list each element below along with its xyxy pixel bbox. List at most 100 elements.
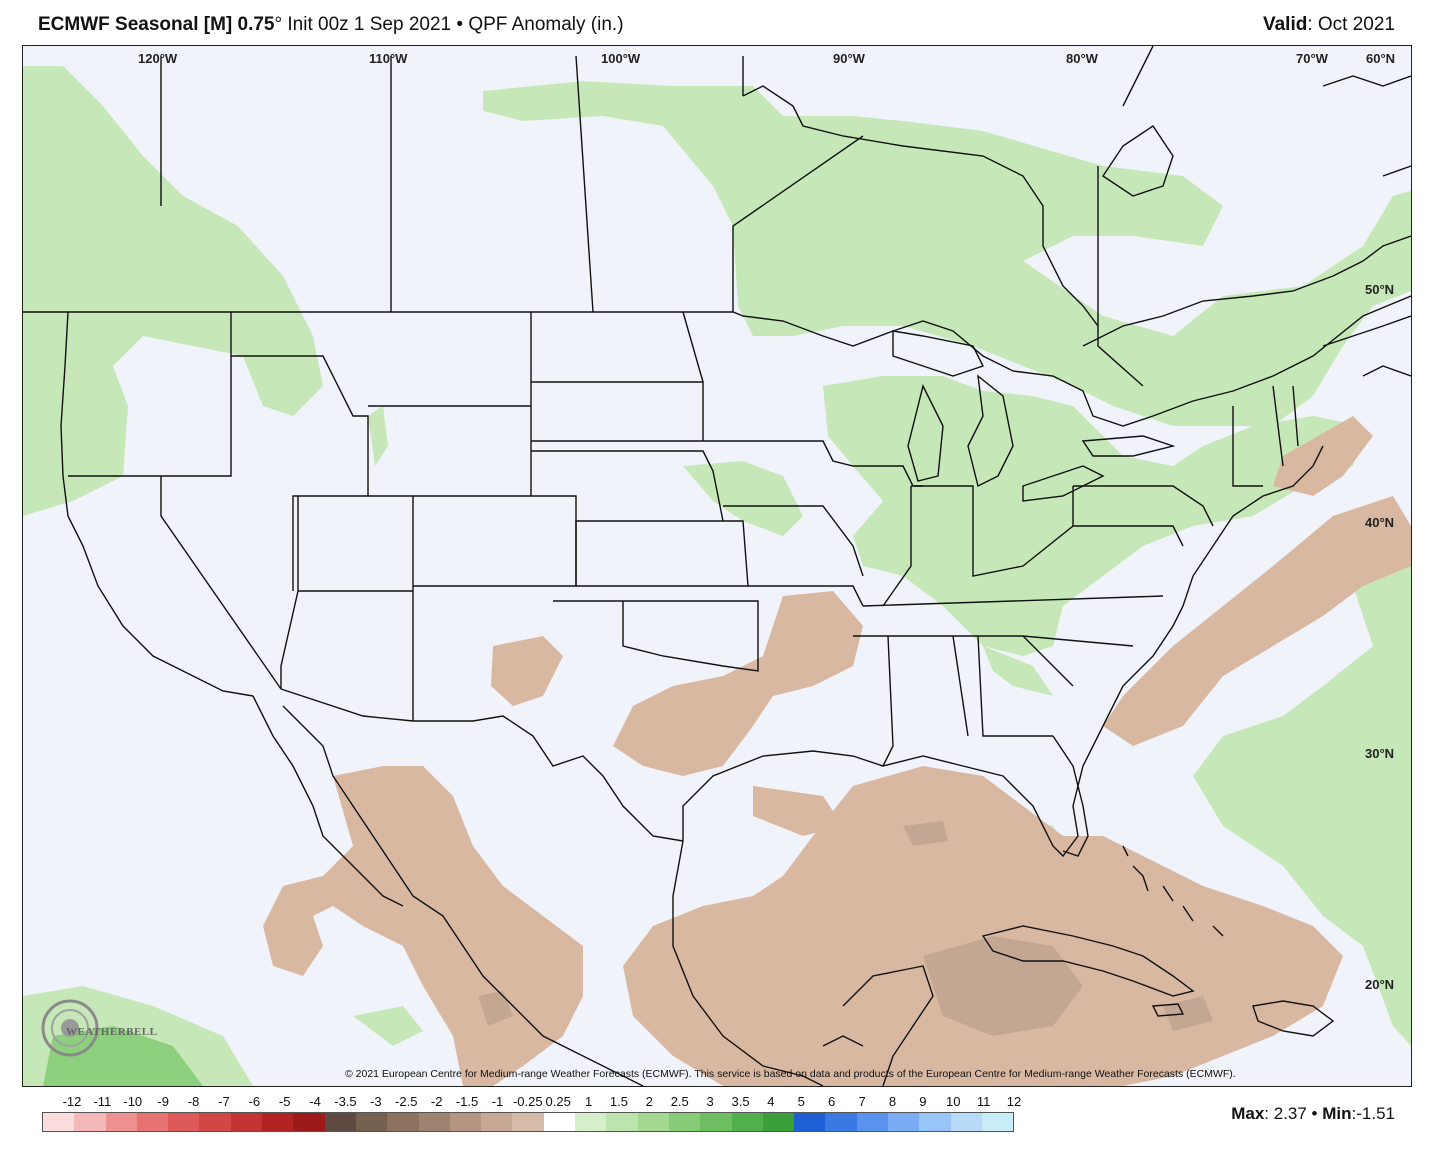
legend-tick-label: 9 <box>919 1094 927 1109</box>
hudson-bay-coast <box>742 85 1099 327</box>
lon-label: 70°W <box>1296 51 1329 66</box>
lat-labels: 50°N 40°N 30°N 20°N <box>1365 282 1394 992</box>
canada-province-lines <box>160 55 1144 387</box>
map-title: ECMWF Seasonal [M] 0.75° Init 00z 1 Sep … <box>38 14 624 36</box>
legend-tick-label: 3.5 <box>731 1094 750 1109</box>
legend-swatch <box>74 1113 106 1131</box>
legend-tick-label: 10 <box>945 1094 961 1109</box>
wet-region-plains <box>683 461 803 536</box>
lon-labels: 120°W 110°W 100°W 90°W 80°W 70°W 60°N <box>138 51 1395 66</box>
legend-swatch <box>418 1113 450 1131</box>
legend-swatch <box>700 1113 732 1131</box>
lat-label: 50°N <box>1365 282 1394 297</box>
us-mexico-border <box>280 688 684 842</box>
legend-swatch <box>919 1113 951 1131</box>
legend-swatch <box>512 1113 544 1131</box>
legend-tick-label: 12 <box>1006 1094 1022 1109</box>
legend-tick-label: 5 <box>797 1094 805 1109</box>
dry-region-new-mexico <box>491 636 563 706</box>
legend-tick-label: -0.25 <box>512 1094 543 1109</box>
legend-tick-label: 1.5 <box>609 1094 628 1109</box>
logo-text: WEATHERBELL <box>66 1026 158 1038</box>
us-west-coast <box>60 311 254 697</box>
lon-label: 80°W <box>1066 51 1099 66</box>
hispaniola <box>1252 1000 1335 1037</box>
florida <box>1052 735 1089 857</box>
title-details: ° Init 00z 1 Sep 2021 • QPF Anomaly (in.… <box>274 14 624 35</box>
header: ECMWF Seasonal [M] 0.75° Init 00z 1 Sep … <box>0 0 1440 50</box>
legend-swatch <box>449 1113 482 1131</box>
jamaica <box>1151 1003 1185 1017</box>
legend-tick-label: -1 <box>491 1094 504 1109</box>
dry-region-new-england <box>1273 416 1373 496</box>
legend-tick-label: 6 <box>828 1094 836 1109</box>
legend-tick-label: -3.5 <box>334 1094 357 1109</box>
dry-region-atlantic-band <box>1103 496 1411 746</box>
legend-tick-label: -4 <box>309 1094 321 1109</box>
canada-northeast-coast <box>1082 46 1411 377</box>
legend-swatch <box>43 1113 75 1131</box>
wet-region-canada-north <box>483 81 1411 426</box>
valid-period: Valid: Oct 2021 <box>1263 14 1395 36</box>
valid-label: Valid <box>1262 14 1308 35</box>
weatherbell-logo: WEATHERBELL <box>40 998 170 1068</box>
lon-label: 120°W <box>138 51 178 66</box>
legend-tick-label: 4 <box>767 1094 775 1109</box>
legend-swatch <box>481 1113 513 1131</box>
legend-tick-label: -10 <box>123 1094 143 1109</box>
legend-tick-label: -12 <box>62 1094 82 1109</box>
dry-region-gulf-north <box>753 786 843 836</box>
legend-swatch <box>293 1113 325 1131</box>
legend-tick-label: -5 <box>278 1094 291 1109</box>
legend-tick-label: -9 <box>157 1094 169 1109</box>
us-state-lines-east <box>853 385 1299 767</box>
dry-region-strong-gulf <box>903 821 948 846</box>
legend-swatch <box>230 1113 263 1131</box>
legend-swatch <box>136 1113 169 1131</box>
title-model: ECMWF Seasonal [M] 0.75 <box>38 14 275 35</box>
legend-swatch <box>575 1113 607 1131</box>
min-value: :-1.51 <box>1351 1104 1395 1123</box>
dry-region-strong-mexico <box>478 991 513 1026</box>
legend-tick-label: -7 <box>218 1094 230 1109</box>
legend-swatch <box>262 1113 294 1131</box>
legend-tick-label: -3 <box>370 1094 382 1109</box>
legend-swatch <box>794 1113 826 1131</box>
wet-region-mexico-pac <box>353 1006 423 1046</box>
wet-region-great-lakes <box>823 376 1363 656</box>
legend-swatch <box>856 1113 889 1131</box>
legend-swatch <box>731 1113 763 1131</box>
copyright-notice: © 2021 European Centre for Medium-range … <box>345 1068 1236 1080</box>
legend-swatch <box>888 1113 920 1131</box>
valid-value: : Oct 2021 <box>1307 14 1395 35</box>
legend-swatch <box>981 1113 1014 1131</box>
legend-tick-label: -1.5 <box>455 1094 479 1109</box>
max-value: : 2.37 <box>1264 1104 1307 1123</box>
legend-swatch <box>199 1113 231 1131</box>
legend-tick-label: 7 <box>858 1094 866 1109</box>
max-label: Max <box>1231 1104 1265 1123</box>
legend-swatch <box>606 1113 638 1131</box>
lon-label: 110°W <box>369 51 408 66</box>
wet-anomaly-regions <box>23 66 1411 1086</box>
legend-tick-label: -11 <box>93 1094 112 1109</box>
wet-region-atlantic <box>1193 556 1411 1046</box>
legend-tick-label: -8 <box>187 1094 200 1109</box>
stats-separator: • <box>1306 1104 1323 1123</box>
lat-label: 30°N <box>1365 746 1394 761</box>
map-frame: 120°W 110°W 100°W 90°W 80°W 70°W 60°N 50… <box>22 45 1412 1087</box>
legend-swatch <box>825 1113 857 1131</box>
lon-label: 90°W <box>833 51 866 66</box>
political-borders <box>23 46 1411 1086</box>
wet-region-carolina <box>983 646 1053 696</box>
legend-tick-label: 1 <box>584 1094 593 1109</box>
lat-label: 40°N <box>1365 515 1394 530</box>
color-legend: -12 -11 -10 -9 -8 -7 -6 -5 -4 -3.5 -3 -2.5 -2 -1.5 -1-… <box>42 1092 1022 1136</box>
legend-tick-label: 2.5 <box>670 1094 689 1109</box>
anomaly-map: 120°W 110°W 100°W 90°W 80°W 70°W 60°N 50… <box>23 46 1411 1086</box>
logo-swirl-icon <box>41 999 99 1057</box>
great-lakes <box>892 330 1176 502</box>
legend-swatch <box>543 1113 576 1131</box>
legend-ticks: -12 -11 -10 -9 -8 -7 -6 -5 -4 -3.5 -3 -2.5 -2 -1.5 -1-… <box>42 1092 1022 1110</box>
legend-swatch <box>105 1113 137 1131</box>
